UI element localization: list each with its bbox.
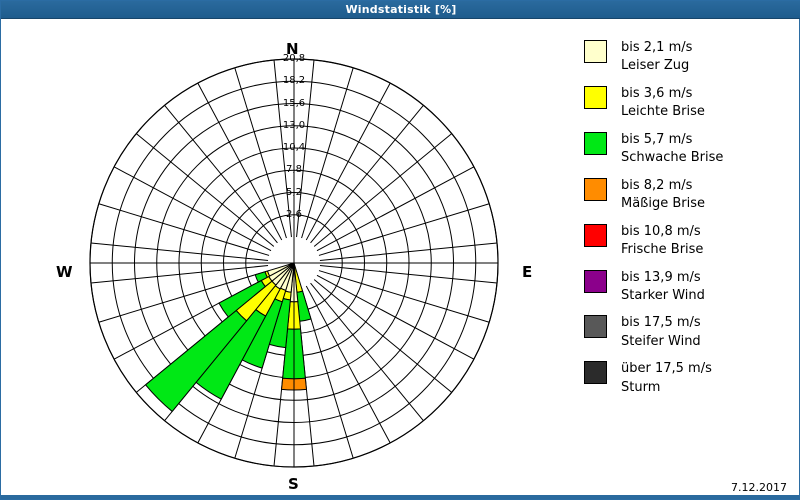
legend-beaufort-name: Schwache Brise (621, 150, 724, 166)
radial-tick-label: 7,8 (286, 164, 302, 176)
windrose-sector-segment (144, 309, 247, 413)
radial-tick-label: 20,8 (282, 53, 306, 64)
compass-label-west: W (56, 263, 73, 281)
legend-color-swatch (584, 223, 607, 247)
windrose-sector-segment (218, 279, 266, 318)
legend-item: bis 17,5 m/s Steifer Wind (584, 314, 799, 351)
window-title: Windstatistik [%] (345, 3, 457, 16)
radial-tick-label: 5,2 (286, 186, 302, 198)
radial-tick-label: 10,4 (282, 142, 306, 153)
legend-beaufort-name: Leiser Zug (621, 58, 690, 74)
radial-tick-label: 13,0 (282, 119, 306, 131)
legend-speed-range: über 17,5 m/s (621, 361, 712, 377)
window-bottom-bar (1, 495, 800, 499)
polar-grid-outline (89, 58, 499, 468)
compass-label-south: S (288, 475, 299, 493)
legend-beaufort-name: Starker Wind (621, 287, 705, 303)
legend-beaufort-name: Steifer Wind (621, 333, 701, 349)
legend-color-swatch (584, 269, 607, 293)
legend-color-swatch (584, 361, 607, 385)
radial-tick-label: 15,6 (282, 97, 306, 109)
legend-speed-range: bis 8,2 m/s (621, 177, 693, 193)
legend-item: bis 3,6 m/s Leichte Brise (584, 85, 799, 122)
legend-color-swatch (584, 85, 607, 109)
legend-item: bis 2,1 m/s Leiser Zug (584, 39, 799, 76)
radial-tick-label: 18,2 (282, 75, 306, 87)
legend-beaufort-name: Sturm (621, 379, 661, 395)
legend-speed-range: bis 13,9 m/s (621, 269, 701, 285)
legend-beaufort-name: Mäßige Brise (621, 196, 706, 212)
window-title-bar: Windstatistik [%] (1, 1, 800, 19)
legend-speed-range: bis 17,5 m/s (621, 315, 701, 331)
windrose-svg (89, 58, 499, 468)
legend-speed-range: bis 3,6 m/s (621, 85, 693, 101)
legend-item: bis 10,8 m/s Frische Brise (584, 223, 799, 260)
legend-beaufort-name: Frische Brise (621, 242, 704, 258)
legend-color-swatch (584, 315, 607, 339)
legend-item: bis 5,7 m/s Schwache Brise (584, 131, 799, 168)
legend-color-swatch (584, 40, 607, 63)
chart-plot-area: 2,6 5,2 7,8 10,4 13,0 15,6 18,2 20,8 N S W E (1, 20, 571, 500)
legend-item: bis 8,2 m/s Mäßige Brise (584, 177, 799, 214)
radial-tick-label: 2,6 (286, 208, 302, 220)
windrose-bars (144, 262, 312, 413)
windrose-sector-segment (254, 271, 268, 283)
footer-date: 7.12.2017 (731, 481, 787, 494)
legend-beaufort-name: Leichte Brise (621, 104, 705, 120)
legend-item: über 17,5 m/s Sturm (584, 360, 799, 397)
compass-label-east: E (522, 263, 533, 281)
legend: bis 2,1 m/s Leiser Zug bis 3,6 m/s Leichte … (584, 39, 799, 406)
legend-item: bis 13,9 m/s Starker Wind (584, 269, 799, 306)
legend-speed-range: bis 2,1 m/s (621, 40, 693, 55)
legend-color-swatch (584, 177, 607, 201)
legend-speed-range: bis 10,8 m/s (621, 223, 701, 239)
legend-speed-range: bis 5,7 m/s (621, 131, 693, 147)
compass-label-north: N (286, 40, 299, 58)
legend-color-swatch (584, 131, 607, 155)
